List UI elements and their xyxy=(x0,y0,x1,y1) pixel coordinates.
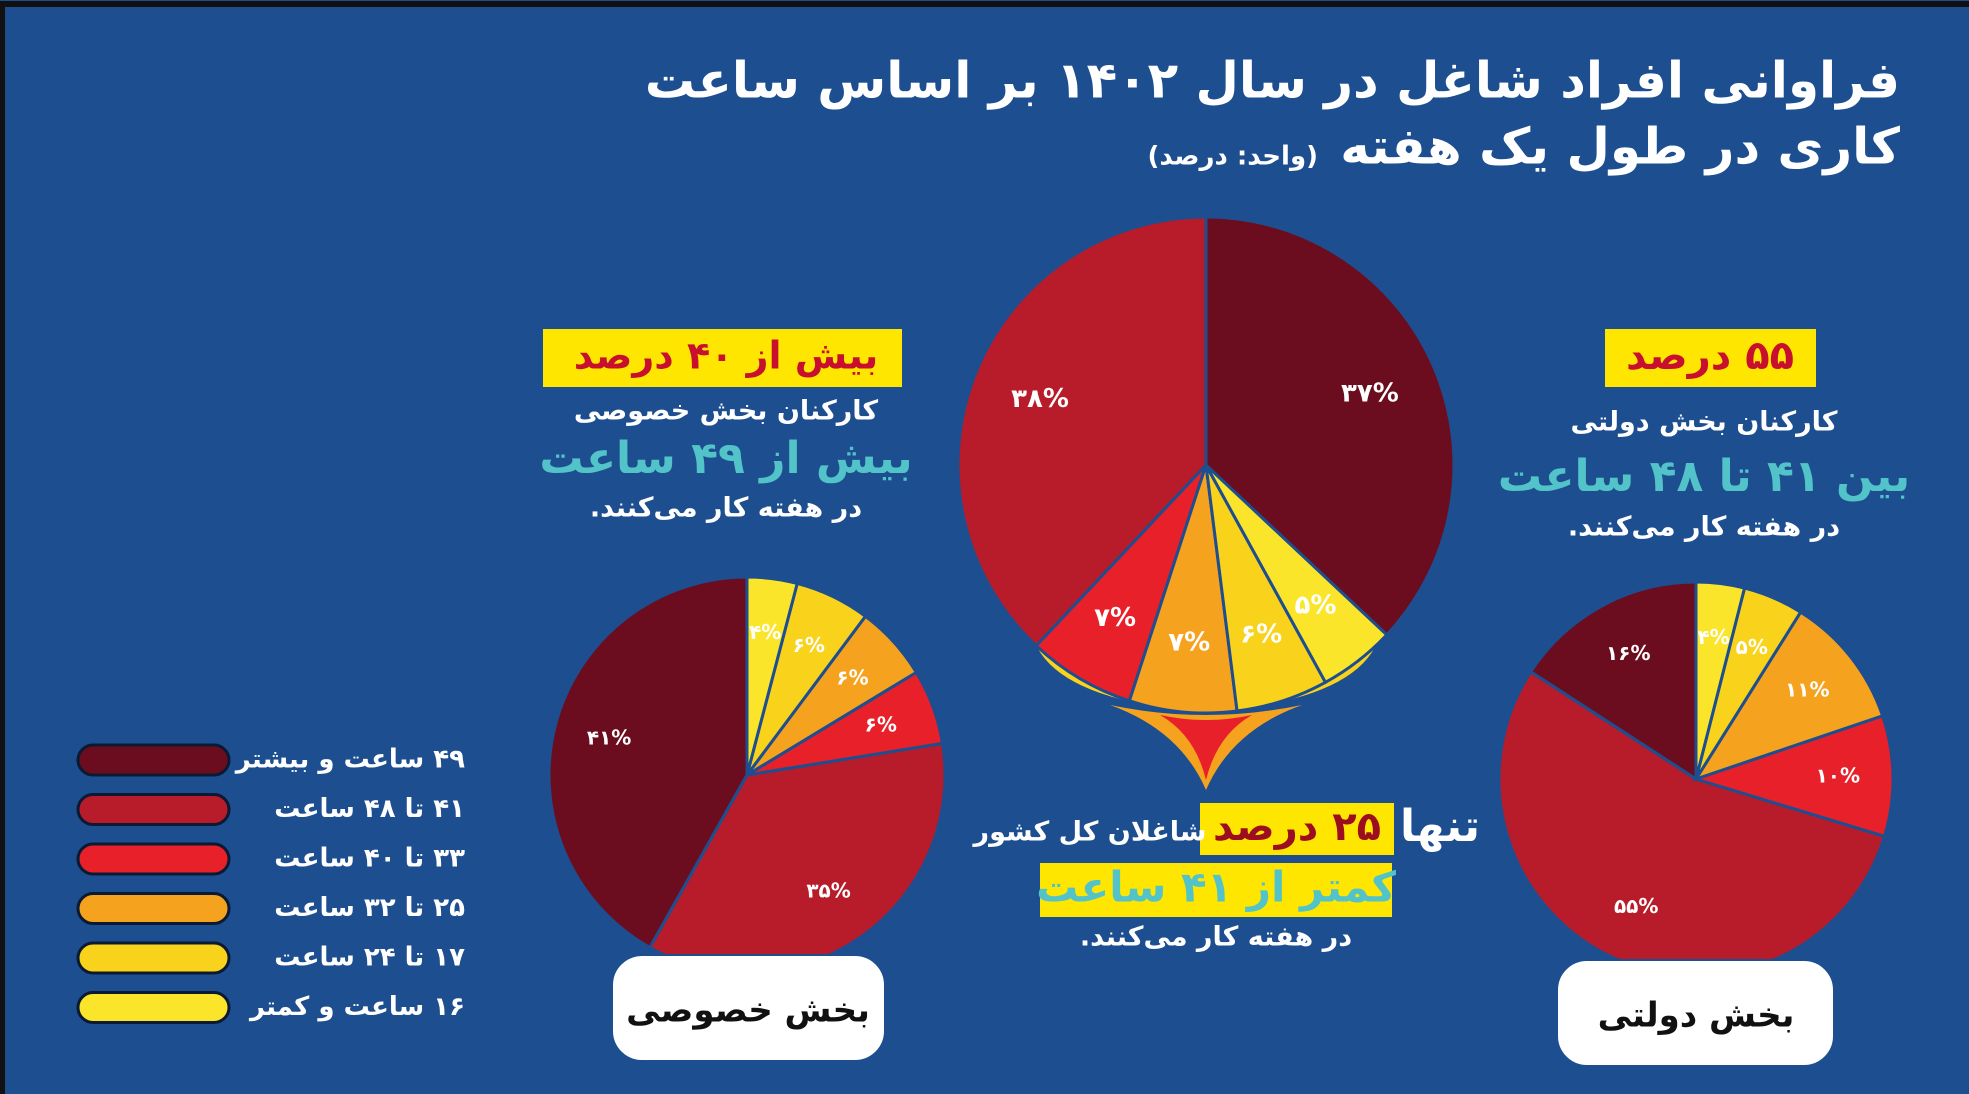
callout-text: در هفته کار می‌کنند. xyxy=(1568,512,1840,543)
slice-label: ۴% xyxy=(749,620,781,644)
legend-swatch xyxy=(76,743,231,777)
highlight-box xyxy=(1040,863,1392,917)
title-line: کاری در طول یک هفته xyxy=(1340,118,1901,177)
slice-label: ۷% xyxy=(1094,603,1136,633)
callout-text: ۲۵ درصد xyxy=(1213,804,1381,850)
legend-swatch xyxy=(76,941,231,975)
legend-swatch xyxy=(76,991,231,1024)
section-label: بخش خصوصی xyxy=(626,991,870,1031)
flame-core xyxy=(1160,715,1252,780)
legend-label: ۱۷ تا ۲۴ ساعت xyxy=(274,943,465,973)
legend-label: ۱۶ ساعت و کمتر xyxy=(248,992,465,1022)
slice-label: ۵% xyxy=(1736,635,1768,659)
title-line: فراوانی افراد شاغل در سال ۱۴۰۲ بر اساس س… xyxy=(645,52,1900,111)
slice-label: ۱۶% xyxy=(1606,641,1650,665)
slice-label: ۶% xyxy=(793,633,825,657)
callout-text: در هفته کار می‌کنند. xyxy=(590,493,862,524)
highlight-box xyxy=(1605,329,1816,387)
callout-text: در هفته کار می‌کنند. xyxy=(1080,922,1352,953)
legend-swatch xyxy=(76,842,231,876)
callout-text: شاغلان کل کشور xyxy=(972,817,1207,848)
slice-label: ۵۵% xyxy=(1614,894,1658,918)
legend-label: ۴۱ تا ۴۸ ساعت xyxy=(274,794,465,824)
pie-slice xyxy=(1694,580,1747,780)
highlight-box xyxy=(543,329,902,387)
pie-slice xyxy=(1692,610,1885,782)
legend-swatch xyxy=(76,892,231,925)
section-label: بخش دولتی xyxy=(1598,996,1795,1036)
callout-text: کمتر از ۴۱ ساعت xyxy=(1036,863,1396,913)
slice-label: ۶% xyxy=(865,712,897,736)
pie-slice xyxy=(1691,713,1895,839)
pie-slice xyxy=(547,575,749,950)
slice-label: ۵% xyxy=(1294,591,1336,621)
section-label-box xyxy=(1556,959,1835,1067)
legend-label: ۲۵ تا ۳۲ ساعت xyxy=(274,893,465,923)
callout-text: کارکنان بخش دولتی xyxy=(1571,407,1838,438)
slice-label: ۶% xyxy=(836,666,868,690)
pie-slice xyxy=(1497,669,1887,978)
slice-label: ۳۷% xyxy=(1341,379,1399,409)
pie-slice xyxy=(1127,464,1239,715)
legend-label: ۳۳ تا ۴۰ ساعت xyxy=(274,844,465,874)
slice-label: ۱۱% xyxy=(1785,678,1829,702)
callout-text: تنها xyxy=(1400,801,1480,852)
callout-text: بیش از ۴۰ درصد xyxy=(574,334,879,378)
slice-label: ۱۰% xyxy=(1816,763,1860,787)
legend-label: ۴۹ ساعت و بیشتر xyxy=(234,745,465,775)
pie-slice xyxy=(1204,215,1456,637)
highlight-box xyxy=(1200,803,1394,855)
callout-text: ۵۵ درصد xyxy=(1626,333,1794,379)
section-label-box xyxy=(611,954,886,1062)
legend-swatch xyxy=(76,793,231,826)
callout-text: کارکنان بخش خصوصی xyxy=(574,396,879,427)
slice-label: ۳۸% xyxy=(1011,384,1069,414)
unit-note: (واحد: درصد) xyxy=(1148,142,1319,172)
slice-label: ۴% xyxy=(1697,625,1729,649)
pie-slice xyxy=(1528,580,1698,782)
slice-label: ۶% xyxy=(1240,619,1282,649)
slice-label: ۷% xyxy=(1168,627,1210,657)
callout-text: بین ۴۱ تا ۴۸ ساعت xyxy=(1498,451,1910,502)
pie-slice xyxy=(956,215,1208,648)
slice-label: ۳۵% xyxy=(806,878,850,902)
pie-slice xyxy=(1034,463,1208,703)
pie-slice xyxy=(745,575,800,776)
slice-label: ۴۱% xyxy=(587,725,631,749)
callout-text: بیش از ۴۹ ساعت xyxy=(539,433,912,484)
